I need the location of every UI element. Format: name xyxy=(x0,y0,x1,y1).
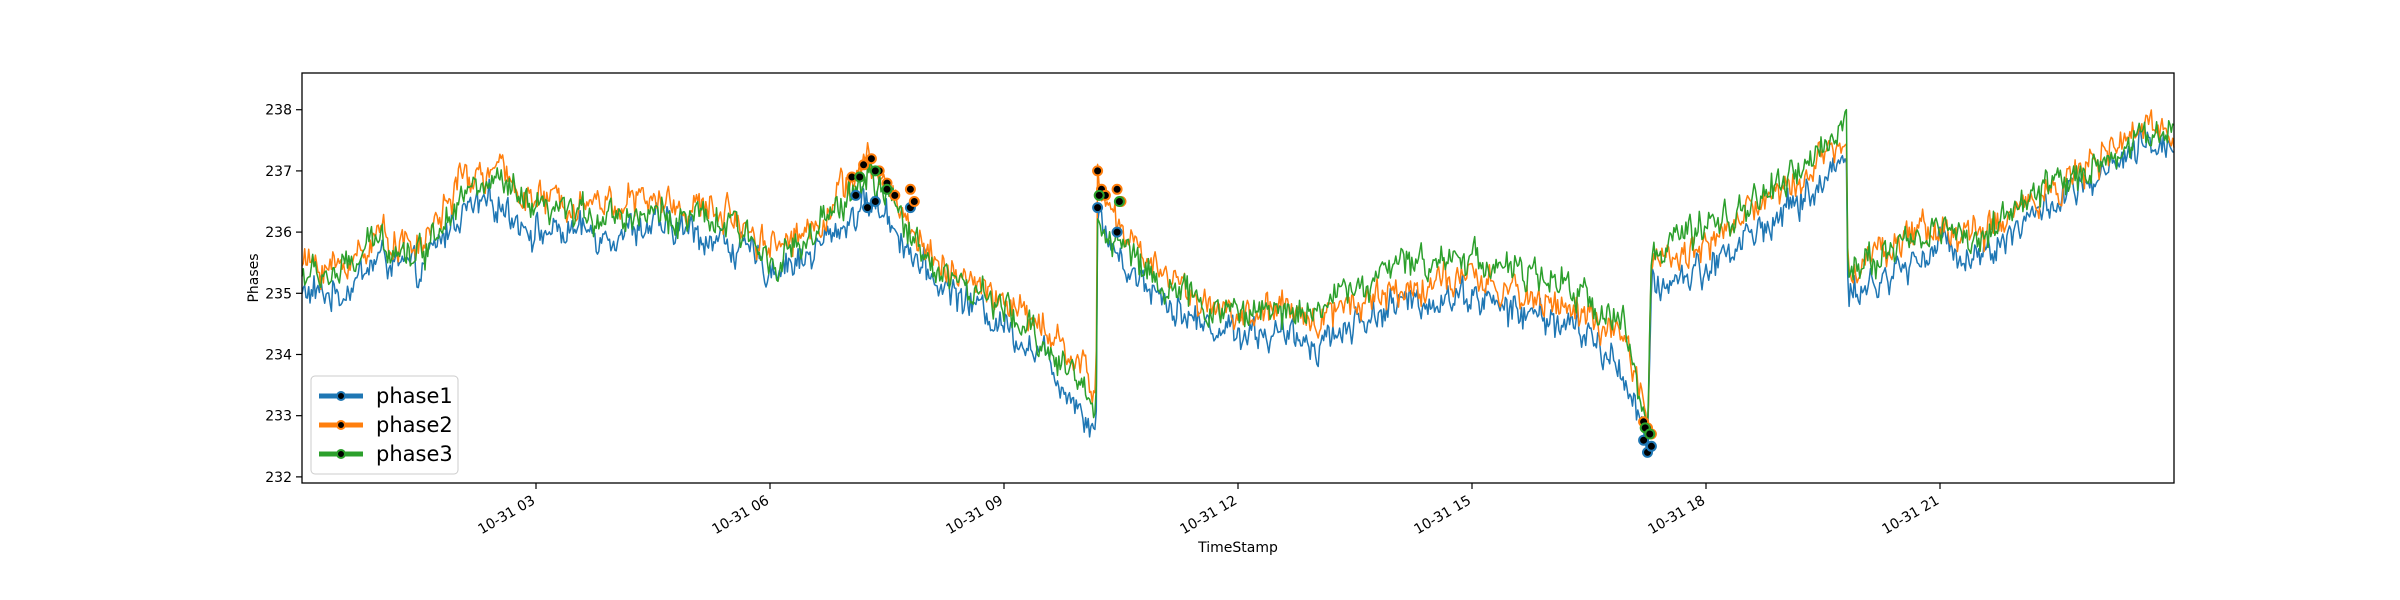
marker-layer xyxy=(846,153,1657,458)
anomaly-point-phase3 xyxy=(869,165,881,177)
anomaly-point-phase1 xyxy=(862,202,873,214)
anomaly-point-phase1 xyxy=(1645,440,1657,452)
series-line-phase2 xyxy=(301,109,2175,430)
anomaly-point-phase1 xyxy=(850,189,862,201)
anomaly-point-phase1 xyxy=(1092,202,1104,214)
legend-marker-phase1 xyxy=(336,391,346,401)
anomaly-point-phase2 xyxy=(858,159,870,171)
legend-box xyxy=(310,375,459,475)
anomaly-point-phase2 xyxy=(889,189,901,201)
legend-marker-phase2 xyxy=(336,420,346,430)
y-axis: 232 233 234 235 236 237 238 xyxy=(265,103,302,486)
anomaly-point-phase2 xyxy=(1092,165,1104,177)
legend-marker-phase3 xyxy=(336,449,346,459)
y-tick-label: 237 xyxy=(265,164,292,180)
y-axis-label: Phases xyxy=(246,253,262,302)
series-layer xyxy=(301,108,2175,454)
anomaly-point-phase1 xyxy=(869,196,881,207)
x-axis-label: TimeStamp xyxy=(1197,540,1278,556)
y-tick-label: 233 xyxy=(265,409,292,425)
anomaly-point-phase3 xyxy=(1113,196,1125,207)
legend-label-phase1: phase1 xyxy=(376,384,453,408)
anomaly-point-phase2 xyxy=(908,196,920,207)
anomaly-point-phase3 xyxy=(881,183,893,195)
y-tick-label: 232 xyxy=(265,470,292,486)
legend-label-phase2: phase2 xyxy=(376,413,453,437)
legend: phase1 phase2 phase3 xyxy=(310,375,459,475)
anomaly-point-phase3 xyxy=(1644,428,1656,440)
series-line-phase3 xyxy=(301,108,2175,438)
anomaly-point-phase1 xyxy=(1111,226,1123,238)
anomaly-point-phase2 xyxy=(904,183,916,195)
y-tick-label: 236 xyxy=(265,225,292,241)
legend-label-phase3: phase3 xyxy=(376,442,453,466)
series-line-phase1 xyxy=(301,129,2175,454)
anomaly-point-phase3 xyxy=(854,171,866,183)
anomaly-point-phase2 xyxy=(865,153,877,165)
anomaly-point-phase1 xyxy=(1638,434,1650,446)
y-tick-label: 234 xyxy=(265,347,292,363)
anomaly-point-phase2 xyxy=(1111,183,1123,195)
y-tick-label: 235 xyxy=(265,286,292,302)
anomaly-point-phase3 xyxy=(1093,189,1105,201)
y-tick-label: 238 xyxy=(265,103,292,119)
